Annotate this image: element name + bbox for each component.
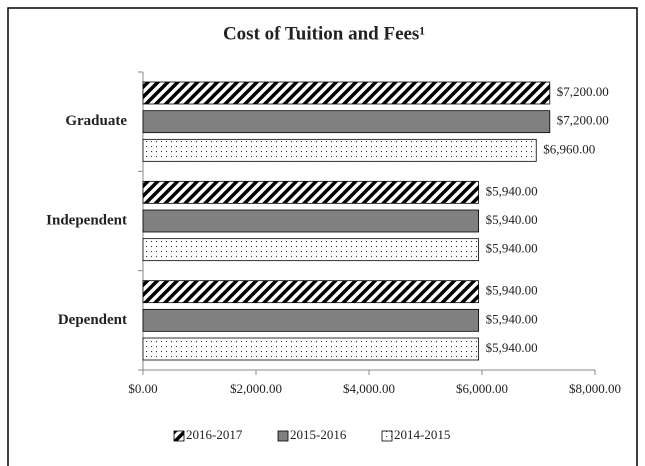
bar (142, 238, 480, 262)
legend-swatch (173, 430, 185, 442)
value-label: $5,940.00 (486, 183, 538, 198)
value-label: $6,960.00 (543, 141, 595, 156)
legend-swatch (277, 430, 289, 442)
bar (142, 180, 480, 204)
bar (142, 308, 480, 332)
value-label: $5,940.00 (486, 241, 538, 256)
bar (142, 280, 480, 304)
x-tick-label: $8,000.00 (569, 381, 621, 396)
x-tick-label: $0.00 (128, 381, 157, 396)
bar (142, 138, 537, 162)
legend-label: 2016-2017 (186, 427, 243, 442)
bar (142, 209, 480, 233)
category-label cat: Independent (46, 212, 127, 228)
x-tick-label: $2,000.00 (230, 381, 282, 396)
x-tick-label: $6,000.00 (456, 381, 508, 396)
bar (142, 337, 480, 361)
category-label cat: Dependent (58, 312, 127, 328)
legend-label: 2015-2016 (290, 427, 347, 442)
category-label cat: Graduate (65, 113, 127, 129)
value-label: $5,940.00 (486, 283, 538, 298)
chart-title: Cost of Tuition and Fees¹ (223, 23, 425, 44)
value-label: $5,940.00 (486, 212, 538, 227)
value-label: $5,940.00 (486, 340, 538, 355)
bar (142, 110, 551, 134)
legend-label: 2014-2015 (394, 427, 450, 442)
x-tick-label: $4,000.00 (343, 381, 395, 396)
legend-swatch (381, 430, 393, 442)
value-label: $7,200.00 (557, 84, 609, 99)
value-label: $5,940.00 (486, 311, 538, 326)
frame (7, 7, 638, 466)
bar (142, 81, 551, 105)
value-label: $7,200.00 (557, 113, 609, 128)
